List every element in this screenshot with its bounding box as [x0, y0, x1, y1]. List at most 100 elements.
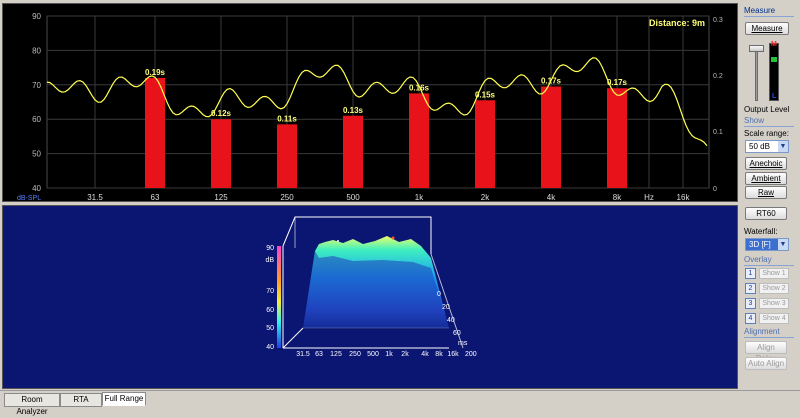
time-tick-label: 20 [442, 304, 450, 311]
y-tick-label: 50 [32, 150, 41, 159]
overlay-3-toggle[interactable]: 3 [745, 298, 756, 309]
time-tick-label: 60 [453, 330, 461, 337]
show-section-title: Show [744, 116, 765, 125]
level-bar-peak [771, 57, 777, 62]
rt-bar-label: 0.19s [145, 68, 166, 77]
tab-full-range[interactable]: Full Range [102, 392, 146, 406]
waterfall-x-tick-label: 1k [385, 351, 393, 358]
y-tick-label: 40 [32, 184, 41, 193]
x-tick-label: 1k [415, 193, 424, 202]
x-tick-label: 16k [677, 193, 691, 202]
ambient-button[interactable]: Ambient [745, 172, 787, 185]
scale-range-select[interactable]: 50 dB ▼ [745, 140, 789, 153]
overlay-2-show-button[interactable]: Show 2 [759, 283, 789, 294]
rt-bar-63 [145, 77, 165, 188]
waterfall-x-tick-label: 4k [421, 351, 429, 358]
overlay-4-show-button[interactable]: Show 4 [759, 313, 789, 324]
tab-room-analyzer[interactable]: Room Analyzer [4, 393, 60, 416]
chevron-down-icon: ▼ [778, 141, 788, 152]
output-level-label: Output Level [744, 105, 790, 114]
level-slider-thumb[interactable] [749, 45, 764, 52]
time-tick-label: 40 [447, 317, 455, 324]
rt-bar-8k [607, 88, 627, 188]
x-tick-label: 2k [481, 193, 490, 202]
x-tick-label: 500 [346, 193, 360, 202]
rt-bar-label: 0.11s [277, 114, 297, 123]
waterfall-x-tick-label: 8k [435, 351, 443, 358]
rt-bar-1k [409, 93, 429, 188]
z-tick-label: 90 [266, 245, 274, 252]
waterfall-x-tick-label: 250 [349, 351, 361, 358]
chevron-down-icon: ▼ [778, 239, 788, 250]
overlay-section-title: Overlay [744, 255, 772, 264]
z-tick-label: 50 [266, 325, 274, 332]
waterfall-x-tick-label: 31.5 [296, 351, 310, 358]
x-tick-label: 4k [547, 193, 556, 202]
time-tick-label: ms [458, 340, 468, 347]
y-axis-label: dB-SPL [17, 195, 41, 202]
control-panel: Measure Measure M L Output Level Show Sc… [741, 3, 798, 388]
divider [744, 265, 794, 266]
waterfall-chart: 90 dB 70 60 50 40 31.5 63 125 250 500 1k 2k 4k 8k 16k 0 2… [2, 205, 738, 389]
right-tick-label: 0.2 [713, 73, 723, 80]
tab-rta[interactable]: RTA [60, 393, 102, 407]
z-tick-label: 70 [266, 288, 274, 295]
overlay-1-toggle[interactable]: 1 [745, 268, 756, 279]
anechoic-button[interactable]: Anechoic [745, 157, 787, 170]
rt-bar-2k [475, 100, 495, 188]
distance-label: Distance: 9m [649, 18, 705, 28]
overlay-4-toggle[interactable]: 4 [745, 313, 756, 324]
output-level-meter: M L [744, 41, 792, 103]
waterfall-x-tick-label: 500 [367, 351, 379, 358]
waterfall-x-tick-label: 63 [315, 351, 323, 358]
auto-align-button[interactable]: Auto Align [745, 357, 787, 370]
right-tick-label: 0.1 [713, 129, 723, 136]
time-tick-label: 0 [437, 291, 441, 298]
meter-top-label: M [771, 41, 777, 48]
rt-bar-500 [343, 115, 363, 188]
tab-bar: Room Analyzer RTA Full Range [0, 390, 800, 416]
rt-bar-label: 0.12s [211, 109, 232, 118]
app-window: 90 80 70 60 50 40 31.5 63 125 250 500 1k 2k 4k 8k Hz 16k… [0, 3, 800, 416]
waterfall-value: 3D [F] [749, 240, 771, 249]
rt60-button[interactable]: RT60 [745, 207, 787, 220]
overlay-1-show-button[interactable]: Show 1 [759, 268, 789, 279]
rta-plot-svg: 90 80 70 60 50 40 31.5 63 125 250 500 1k 2k 4k 8k Hz 16k… [17, 12, 723, 202]
divider [744, 126, 794, 127]
x-tick-label: Hz [644, 193, 654, 202]
rt-bar-label: 0.13s [343, 106, 364, 115]
z-tick-label: 60 [266, 307, 274, 314]
scale-range-value: 50 dB [749, 142, 770, 151]
rt-bar-label: 0.17s [607, 78, 628, 87]
level-slider-track [755, 49, 758, 101]
time-tick-label: 200 [465, 351, 477, 358]
scale-range-label: Scale range: [744, 129, 789, 138]
right-tick-label: 0 [713, 186, 717, 193]
rt-bar-4k [541, 86, 561, 188]
raw-button[interactable]: Raw [745, 186, 787, 199]
measure-button[interactable]: Measure [745, 22, 789, 35]
x-tick-label: 8k [613, 193, 622, 202]
x-tick-label: 31.5 [87, 193, 103, 202]
alignment-section-title: Alignment [744, 327, 780, 336]
waterfall-x-tick-label: 16k [447, 351, 459, 358]
waterfall-label: Waterfall: [744, 227, 778, 236]
z-tick-label: 40 [266, 344, 274, 351]
y-tick-label: 60 [32, 115, 41, 124]
x-tick-label: 125 [214, 193, 228, 202]
divider [744, 337, 794, 338]
overlay-3-show-button[interactable]: Show 3 [759, 298, 789, 309]
frequency-response-curve [46, 57, 708, 147]
level-bar [769, 43, 779, 101]
overlay-2-toggle[interactable]: 2 [745, 283, 756, 294]
rt-bar-label: 0.15s [475, 90, 496, 99]
waterfall-select[interactable]: 3D [F] ▼ [745, 238, 789, 251]
waterfall-x-tick-label: 125 [330, 351, 342, 358]
align-delay-button[interactable]: Align Delay [745, 341, 787, 363]
x-tick-label: 63 [151, 193, 160, 202]
rt-bar-250 [277, 124, 297, 188]
y-tick-label: 70 [32, 81, 41, 90]
rta-chart: 90 80 70 60 50 40 31.5 63 125 250 500 1k 2k 4k 8k Hz 16k… [2, 3, 738, 202]
y-tick-label: 90 [32, 12, 41, 21]
